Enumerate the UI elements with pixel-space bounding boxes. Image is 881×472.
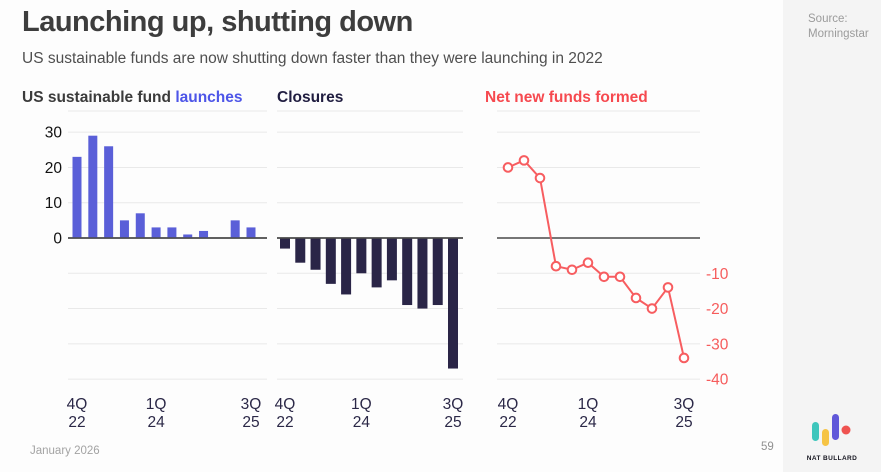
sidebar: Source: Morningstar NAT BULLARD <box>783 0 881 472</box>
net-point-3Q23 <box>550 260 562 272</box>
bar-2Q23 <box>310 238 321 270</box>
net-point-1Q23 <box>518 155 530 166</box>
net-point-1Q25 <box>646 303 658 314</box>
bar-4Q24 <box>199 230 209 238</box>
x-tick-label: 24 <box>579 414 597 431</box>
net-point-4Q23 <box>566 264 578 276</box>
bar-3Q23 <box>119 220 129 238</box>
y-tick-label: 30 <box>45 125 63 142</box>
bar-1Q23 <box>295 238 306 263</box>
x-tick-label: 22 <box>499 414 516 431</box>
nat-bullard-logo: NAT BULLARD <box>783 414 881 462</box>
net-point-2Q24 <box>598 271 610 283</box>
footer-date: January 2026 <box>30 445 100 457</box>
bar-3Q24 <box>386 238 397 281</box>
net-point-3Q24 <box>614 271 626 283</box>
x-tick-label: 25 <box>242 414 259 431</box>
page-title: Launching up, shutting down <box>22 6 413 38</box>
x-tick-label: 4Q <box>67 396 88 413</box>
net-line <box>507 159 685 359</box>
x-tick-label: 22 <box>276 414 293 431</box>
y-tick-label: 20 <box>45 160 63 177</box>
net-panel-title: Net new funds formed <box>485 89 648 106</box>
page-number: 59 <box>761 441 774 453</box>
bar-2Q25 <box>230 220 240 238</box>
x-tick-label: 1Q <box>351 396 372 413</box>
bar-3Q25 <box>246 227 256 238</box>
bar-3Q24 <box>183 234 193 238</box>
bar-1Q23 <box>88 135 98 238</box>
source-name: Morningstar <box>808 28 869 40</box>
net-point-2Q23 <box>534 172 546 184</box>
y-tick-label-right: -40 <box>706 372 729 389</box>
y-tick-label-right: -20 <box>706 301 729 318</box>
bar-1Q25 <box>417 238 428 309</box>
net-point-4Q22 <box>502 162 514 173</box>
x-tick-label: 1Q <box>146 396 167 413</box>
bar-1Q24 <box>151 227 161 238</box>
y-tick-label-right: -30 <box>706 336 729 353</box>
y-tick-label: 0 <box>53 231 62 248</box>
bar-3Q25 <box>448 238 458 369</box>
bar-2Q24 <box>167 227 177 238</box>
net-point-2Q25 <box>662 282 674 293</box>
launches-title-accent: launches <box>175 89 243 106</box>
x-tick-label: 22 <box>68 414 85 431</box>
bar-2Q24 <box>371 238 382 288</box>
net-point-3Q25 <box>678 352 690 364</box>
x-tick-label: 3Q <box>241 396 262 413</box>
source-label: Source: <box>808 13 848 25</box>
x-tick-label: 3Q <box>443 396 464 413</box>
y-tick-label-right: -10 <box>706 266 729 283</box>
x-tick-label: 1Q <box>578 396 599 413</box>
y-tick-label: 10 <box>45 195 63 212</box>
x-tick-label: 4Q <box>275 396 296 413</box>
logo-text: NAT BULLARD <box>806 455 858 462</box>
x-tick-label: 25 <box>444 414 461 431</box>
launches-title-prefix: US sustainable fund <box>22 89 176 106</box>
x-tick-label: 3Q <box>674 396 695 413</box>
bar-1Q24 <box>356 238 367 274</box>
x-tick-label: 4Q <box>498 396 519 413</box>
closures-panel-title: Closures <box>277 89 344 106</box>
bar-4Q24 <box>402 238 413 306</box>
bar-2Q25 <box>432 238 443 306</box>
launches-panel-title: US sustainable fund launches <box>22 89 243 107</box>
bar-4Q23 <box>341 238 352 295</box>
net-point-1Q24 <box>582 257 594 268</box>
net-point-4Q24 <box>630 292 642 304</box>
x-tick-label: 25 <box>675 414 692 431</box>
bar-4Q22 <box>280 238 290 249</box>
source-note: Source: Morningstar <box>808 12 869 42</box>
subtitle: US sustainable funds are now shutting do… <box>22 50 603 67</box>
bar-4Q23 <box>135 213 145 238</box>
x-tick-label: 24 <box>353 414 371 431</box>
bar-3Q23 <box>325 238 336 284</box>
bar-2Q23 <box>104 146 114 238</box>
bar-4Q22 <box>72 156 82 238</box>
logo-icon <box>812 414 851 446</box>
x-tick-label: 24 <box>147 414 165 431</box>
